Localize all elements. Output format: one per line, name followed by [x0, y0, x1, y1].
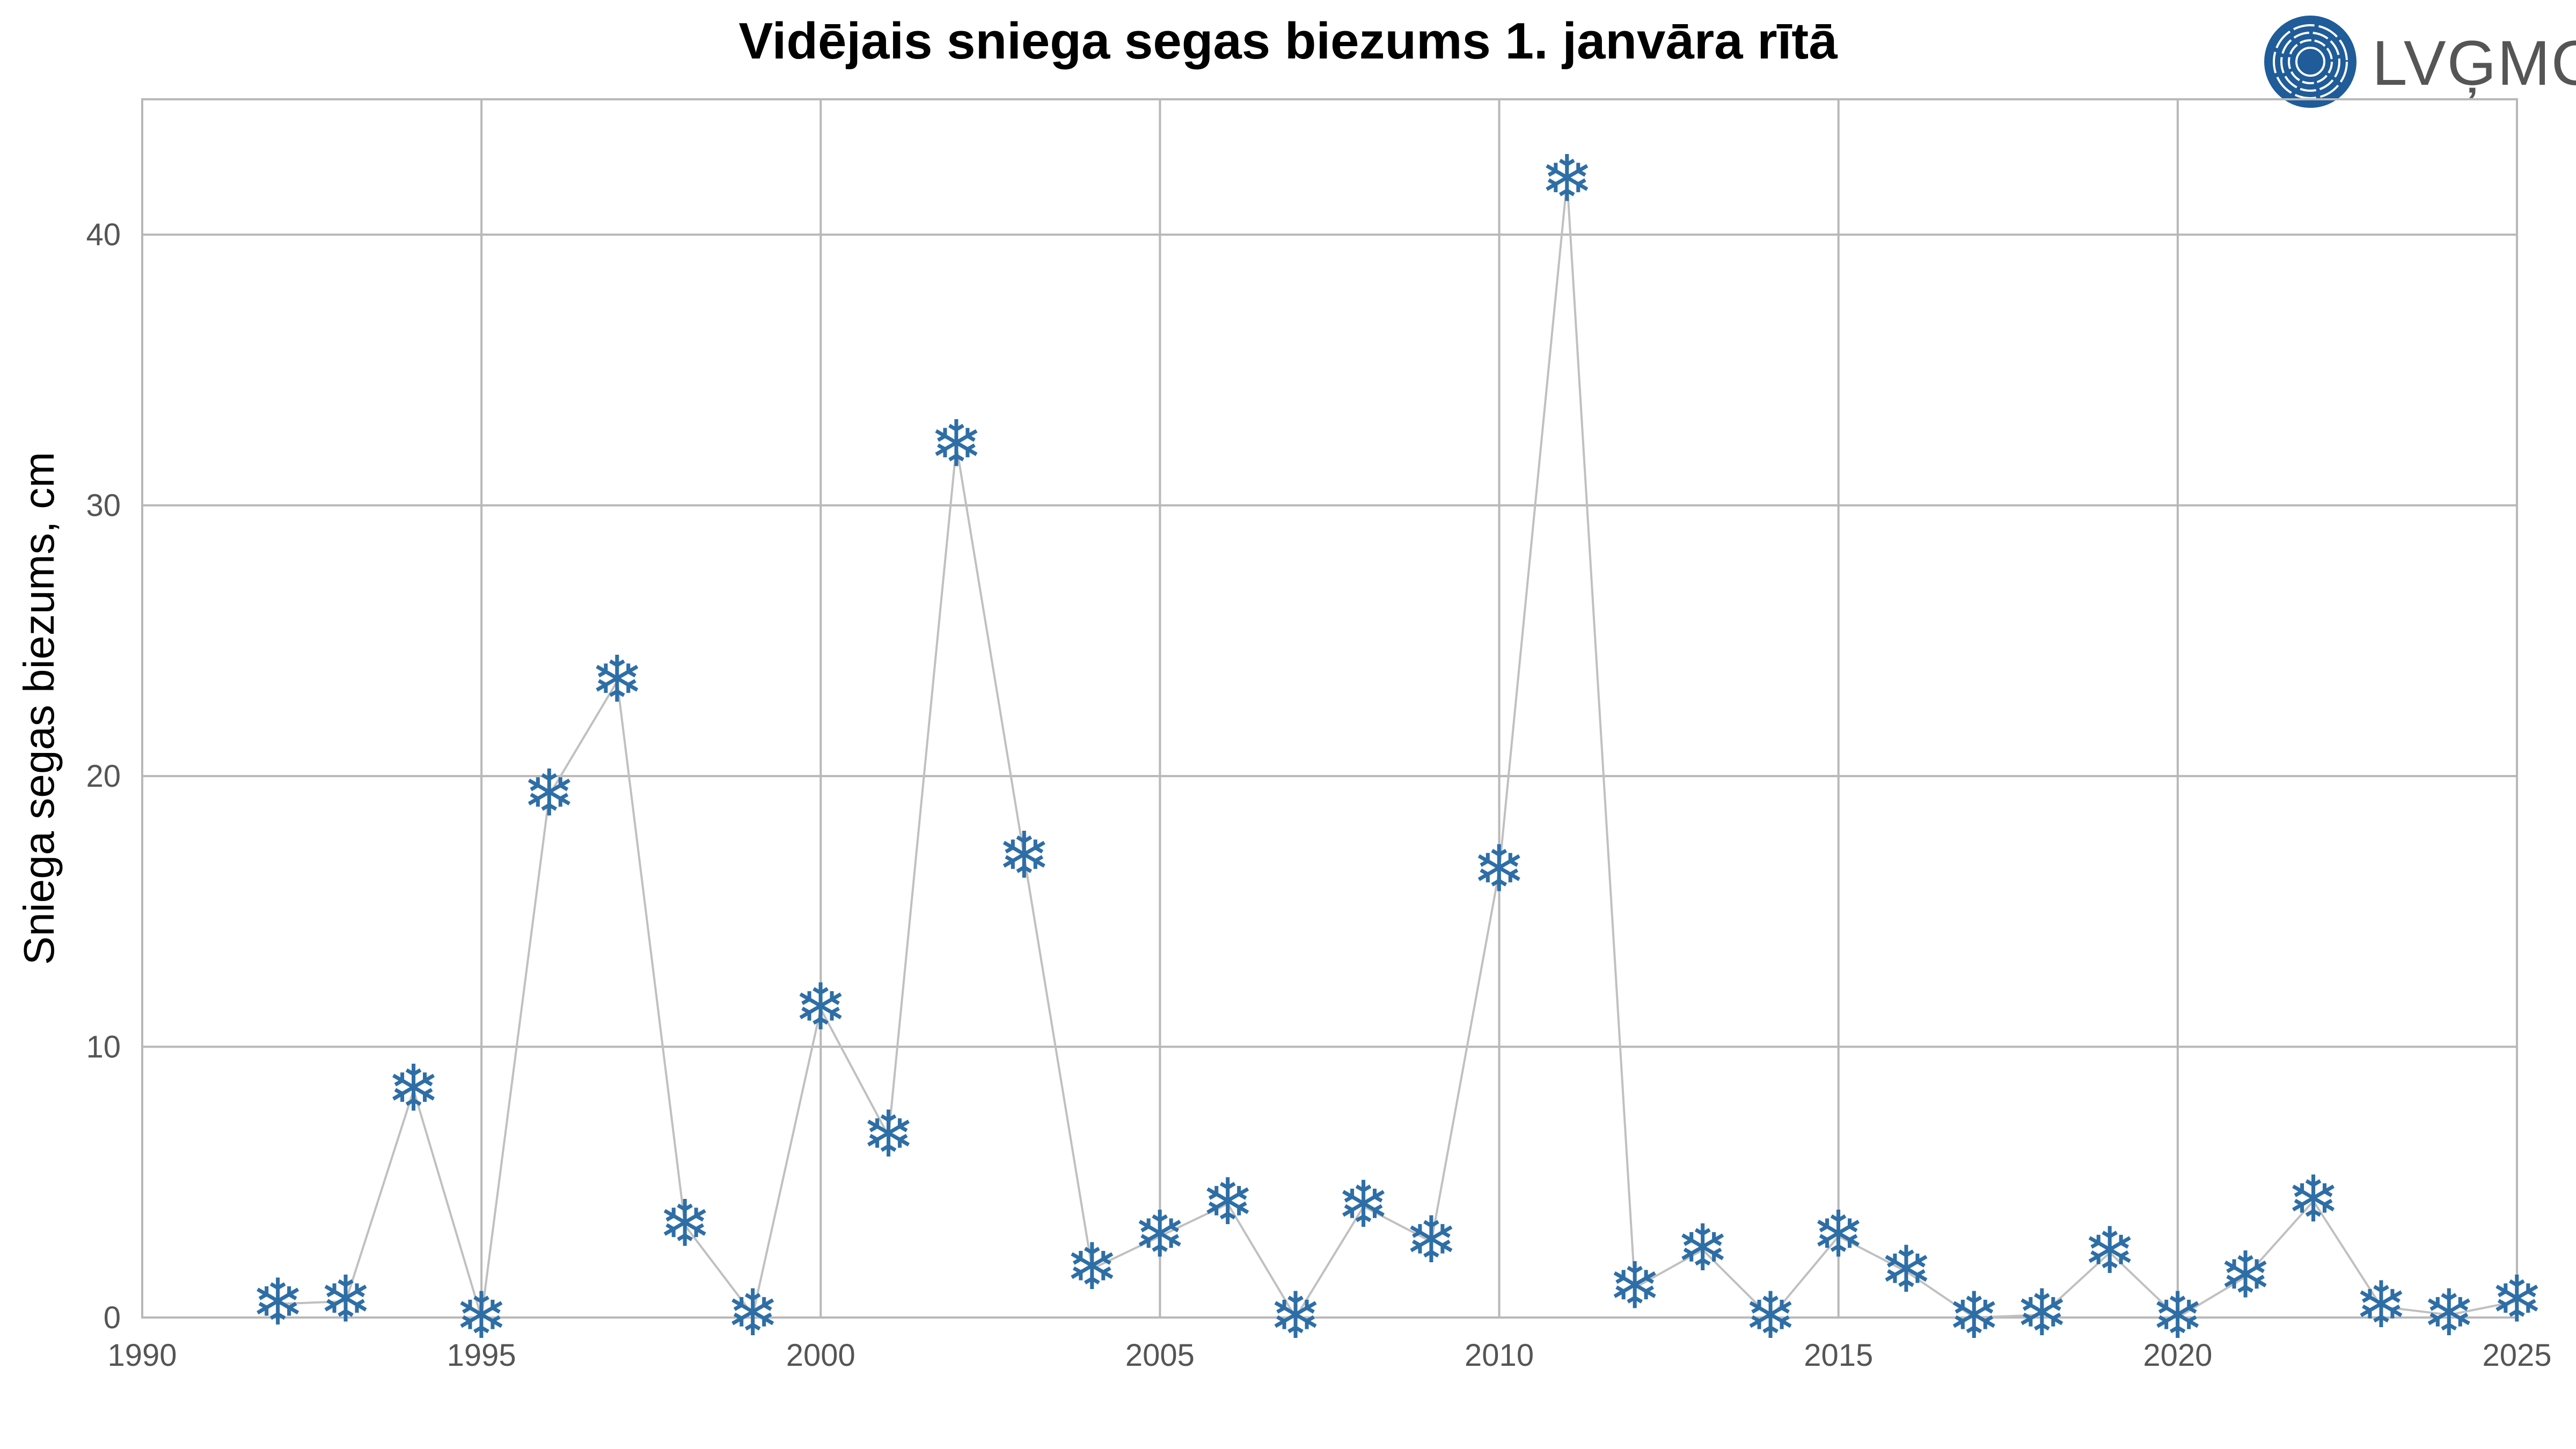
- snowflake-icon: ❄: [1269, 1279, 1323, 1353]
- x-tick-label: 2005: [1125, 1338, 1195, 1373]
- snowflake-icon: ❄: [726, 1276, 780, 1351]
- series-line: [277, 180, 2518, 1320]
- snowflake-icon: ❄: [1744, 1279, 1798, 1353]
- logo-circle-icon: [2264, 16, 2357, 108]
- snowflake-icon: ❄: [1133, 1198, 1187, 1272]
- y-tick-label: 0: [104, 1300, 121, 1335]
- snowflake-icon: ❄: [590, 643, 645, 718]
- snowflake-icon: ❄: [1676, 1211, 1730, 1286]
- x-tick-label: 2000: [786, 1338, 855, 1373]
- snowflake-icon: ❄: [1065, 1230, 1119, 1305]
- snowflake-icon: ❄: [2151, 1279, 2205, 1353]
- y-tick-label: 40: [86, 217, 121, 252]
- snowflake-icon: ❄: [2354, 1268, 2409, 1343]
- snowflake-icon: ❄: [1472, 832, 1526, 907]
- snowflake-icon: ❄: [2083, 1214, 2137, 1289]
- logo-text: LVĢMC: [2372, 28, 2576, 99]
- snowflake-icon: ❄: [522, 756, 576, 831]
- snowflake-icon: ❄: [1404, 1203, 1459, 1278]
- snowflake-icon: ❄: [1540, 142, 1594, 216]
- snowflake-icon: ❄: [1336, 1168, 1391, 1242]
- snowflake-icon: ❄: [2490, 1263, 2544, 1337]
- snowflake-icon: ❄: [386, 1051, 441, 1126]
- snowflake-icon: ❄: [997, 818, 1051, 893]
- snowflake-icon: ❄: [455, 1279, 509, 1353]
- snowflake-icon: ❄: [861, 1097, 916, 1172]
- y-tick-labels: 0 10 20 30 40: [86, 217, 121, 1335]
- snowflake-icon: ❄: [794, 970, 848, 1045]
- snowflake-icon: ❄: [658, 1187, 712, 1261]
- chart-title: Vidējais sniega segas biezums 1. janvāra…: [738, 12, 1838, 70]
- y-tick-label: 20: [86, 759, 121, 794]
- snowflake-icon: ❄: [251, 1265, 305, 1340]
- x-tick-label: 2025: [2482, 1338, 2551, 1373]
- plot-frame: [141, 98, 2518, 1319]
- snowflake-icon: ❄: [1201, 1165, 1255, 1240]
- data-markers: ❄ ❄❄❄❄❄❄❄❄❄❄❄❄ ❄ ❄❄❄ ❄❄❄❄❄❄❄ ❄❄ ❄❄❄❄❄❄ ❄ ❄: [251, 142, 2544, 1353]
- snowflake-icon: ❄: [2422, 1276, 2476, 1351]
- y-axis-label: Sniega segas biezums, cm: [15, 452, 63, 965]
- x-tick-label: 2015: [1804, 1338, 1873, 1373]
- snowflake-icon: ❄: [2015, 1276, 2069, 1351]
- snowflake-icon: ❄: [2219, 1238, 2273, 1313]
- gridlines: [141, 99, 2518, 1319]
- x-tick-label: 1995: [447, 1338, 516, 1373]
- y-tick-label: 10: [86, 1030, 121, 1065]
- snowflake-icon: ❄: [930, 407, 984, 482]
- snowflake-icon: ❄: [1947, 1279, 2001, 1353]
- lvgmc-logo: LVĢMC: [2262, 13, 2576, 110]
- snowflake-icon: ❄: [319, 1263, 373, 1337]
- y-tick-label: 30: [86, 488, 121, 523]
- x-tick-labels: 1990 1995 2000 2005 2010 2015 2020 2025: [107, 1338, 2551, 1373]
- snowflake-icon: ❄: [1879, 1233, 1934, 1307]
- x-tick-label: 2010: [1465, 1338, 1534, 1373]
- snowflake-icon: ❄: [1811, 1198, 1865, 1272]
- snowflake-icon: ❄: [2286, 1162, 2340, 1237]
- snowflake-icon: ❄: [1608, 1249, 1662, 1324]
- x-tick-label: 1990: [107, 1338, 177, 1373]
- x-tick-label: 2020: [2143, 1338, 2212, 1373]
